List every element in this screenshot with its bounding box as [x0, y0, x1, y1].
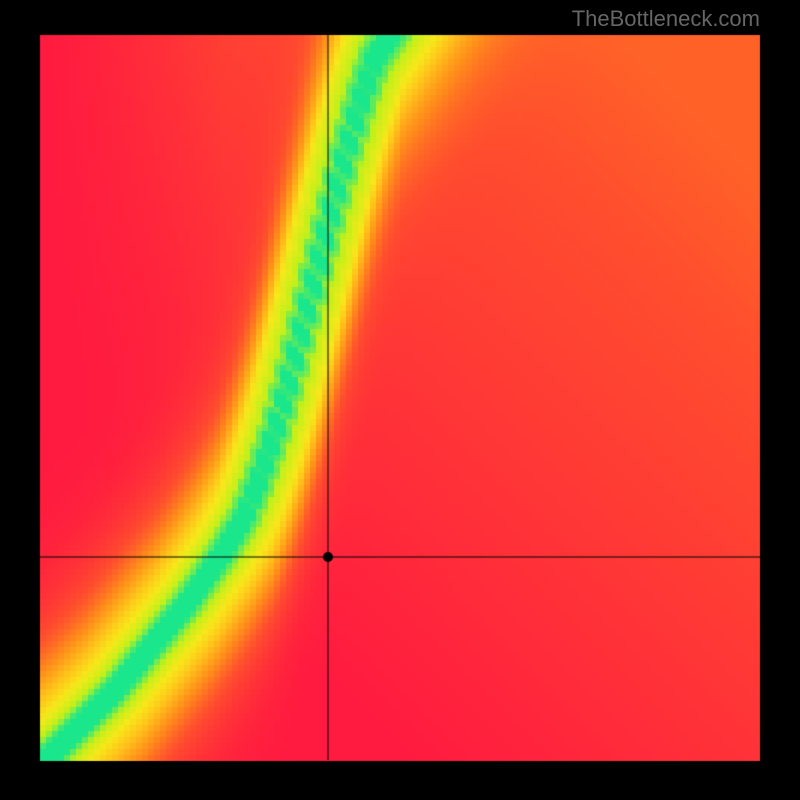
bottleneck-heatmap: [0, 0, 800, 800]
watermark-text: TheBottleneck.com: [572, 6, 760, 32]
